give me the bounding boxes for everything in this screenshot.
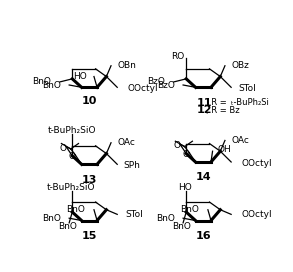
Text: OAc: OAc <box>117 138 135 147</box>
Text: BnO: BnO <box>156 214 175 223</box>
Text: OOctyl: OOctyl <box>241 210 272 219</box>
Text: BzO: BzO <box>147 78 165 86</box>
Text: 11: 11 <box>197 98 212 108</box>
Text: HO: HO <box>73 72 87 81</box>
Text: OOctyl: OOctyl <box>127 84 158 93</box>
Text: , R =  ₜ-BuPh₂Si: , R = ₜ-BuPh₂Si <box>206 98 269 107</box>
Text: STol: STol <box>238 84 256 93</box>
Text: 10: 10 <box>82 96 97 106</box>
Text: OAc: OAc <box>231 136 249 145</box>
Text: t-BuPh₂SiO: t-BuPh₂SiO <box>48 126 96 135</box>
Text: OBz: OBz <box>231 61 249 70</box>
Text: BnO: BnO <box>42 214 61 223</box>
Text: BnO: BnO <box>33 78 51 86</box>
Text: O: O <box>59 144 67 153</box>
Text: 15: 15 <box>82 231 97 241</box>
Text: 14: 14 <box>195 172 211 183</box>
Text: , R = Bz: , R = Bz <box>206 106 240 115</box>
Text: SPh: SPh <box>123 161 140 170</box>
Text: 16: 16 <box>195 231 211 241</box>
Text: BnO: BnO <box>180 205 199 214</box>
Text: O: O <box>173 141 180 150</box>
Text: 12: 12 <box>197 106 212 115</box>
Text: STol: STol <box>125 210 143 219</box>
Text: t-BuPh₂SiO: t-BuPh₂SiO <box>47 183 95 192</box>
Text: BnO: BnO <box>172 222 191 231</box>
Text: OH: OH <box>217 145 231 154</box>
Text: O: O <box>69 152 76 161</box>
Text: RO: RO <box>171 52 185 61</box>
Text: BnO: BnO <box>67 205 86 214</box>
Text: BnO: BnO <box>58 222 77 231</box>
Text: O: O <box>183 150 190 159</box>
Text: OBn: OBn <box>117 61 136 70</box>
Text: BnO: BnO <box>42 81 61 89</box>
Text: HO: HO <box>178 183 192 192</box>
Text: BzO: BzO <box>157 81 175 89</box>
Text: OOctyl: OOctyl <box>241 159 272 168</box>
Text: 13: 13 <box>82 175 97 185</box>
